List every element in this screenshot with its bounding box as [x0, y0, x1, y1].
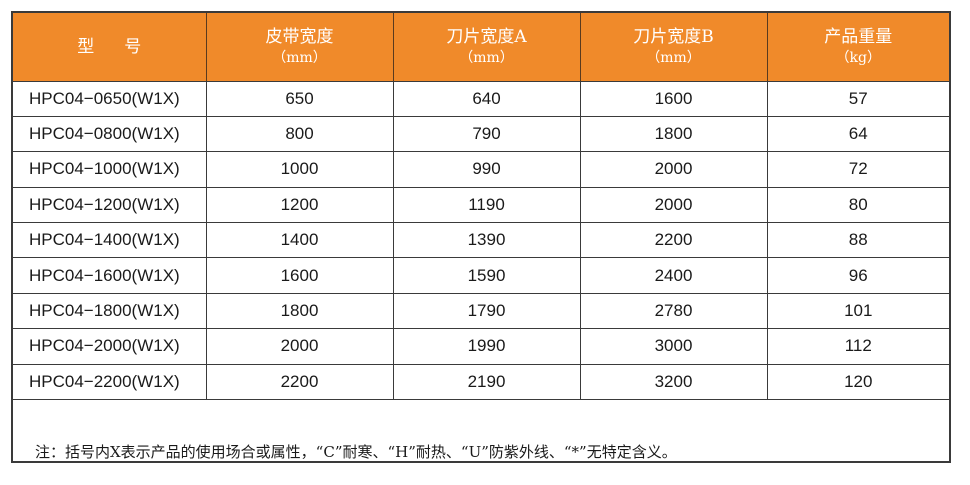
table-row: HPC04−0650(W1X) 650 640 1600 57: [13, 81, 949, 117]
table-row: HPC04−1200(W1X) 1200 1190 2000 80: [13, 187, 949, 224]
belt-width-cell: 1200: [206, 187, 394, 224]
table-body: HPC04−0650(W1X) 650 640 1600 57 HPC04−08…: [13, 81, 949, 401]
table-row: HPC04−1600(W1X) 1600 1590 2400 96: [13, 257, 949, 294]
table-row: HPC04−1000(W1X) 1000 990 2000 72: [13, 151, 949, 188]
table-row: HPC04−2200(W1X) 2200 2190 3200 120: [13, 364, 949, 401]
blade-width-b-cell: 3200: [580, 364, 768, 401]
model-cell: HPC04−2000(W1X): [13, 328, 207, 365]
model-cell: HPC04−1600(W1X): [13, 257, 207, 294]
belt-width-cell: 2000: [206, 328, 394, 365]
header-product-weight: 产品重量 （kg）: [767, 13, 949, 82]
blade-width-b-cell: 2000: [580, 151, 768, 188]
belt-width-cell: 800: [206, 116, 394, 153]
table-row: HPC04−1800(W1X) 1800 1790 2780 101: [13, 293, 949, 330]
header-unit: （mm）: [459, 49, 514, 66]
spec-table: 型号 皮带宽度 （mm） 刀片宽度A （mm） 刀片宽度B （mm） 产品重量 …: [13, 13, 949, 401]
spec-table-frame: 型号 皮带宽度 （mm） 刀片宽度A （mm） 刀片宽度B （mm） 产品重量 …: [11, 11, 951, 463]
header-blade-width-a: 刀片宽度A （mm）: [393, 13, 581, 82]
weight-cell: 96: [767, 257, 949, 294]
header-label: 型号: [77, 36, 172, 57]
weight-cell: 88: [767, 222, 949, 259]
header-belt-width: 皮带宽度 （mm）: [206, 13, 394, 82]
model-cell: HPC04−2200(W1X): [13, 364, 207, 401]
table-header: 型号 皮带宽度 （mm） 刀片宽度A （mm） 刀片宽度B （mm） 产品重量 …: [13, 13, 949, 82]
blade-width-b-cell: 1600: [580, 81, 768, 117]
weight-cell: 101: [767, 293, 949, 330]
header-model: 型号: [13, 13, 207, 82]
blade-width-a-cell: 1990: [393, 328, 581, 365]
blade-width-a-cell: 640: [393, 81, 581, 117]
header-label: 产品重量: [824, 27, 893, 48]
blade-width-a-cell: 990: [393, 151, 581, 188]
blade-width-b-cell: 2000: [580, 187, 768, 224]
weight-cell: 80: [767, 187, 949, 224]
weight-cell: 72: [767, 151, 949, 188]
belt-width-cell: 1800: [206, 293, 394, 330]
belt-width-cell: 1400: [206, 222, 394, 259]
weight-cell: 64: [767, 116, 949, 153]
blade-width-b-cell: 3000: [580, 328, 768, 365]
blade-width-b-cell: 2400: [580, 257, 768, 294]
blade-width-a-cell: 1590: [393, 257, 581, 294]
model-cell: HPC04−1200(W1X): [13, 187, 207, 224]
weight-cell: 120: [767, 364, 949, 401]
model-cell: HPC04−0650(W1X): [13, 81, 207, 117]
model-cell: HPC04−0800(W1X): [13, 116, 207, 153]
blade-width-a-cell: 1390: [393, 222, 581, 259]
blade-width-b-cell: 1800: [580, 116, 768, 153]
model-cell: HPC04−1000(W1X): [13, 151, 207, 188]
belt-width-cell: 2200: [206, 364, 394, 401]
table-row: HPC04−1400(W1X) 1400 1390 2200 88: [13, 222, 949, 259]
weight-cell: 112: [767, 328, 949, 365]
header-row: 型号 皮带宽度 （mm） 刀片宽度A （mm） 刀片宽度B （mm） 产品重量 …: [13, 13, 949, 82]
table-row: HPC04−0800(W1X) 800 790 1800 64: [13, 116, 949, 153]
belt-width-cell: 650: [206, 81, 394, 117]
header-unit: （mm）: [272, 49, 327, 66]
model-cell: HPC04−1800(W1X): [13, 293, 207, 330]
blade-width-b-cell: 2780: [580, 293, 768, 330]
table-row: HPC04−2000(W1X) 2000 1990 3000 112: [13, 328, 949, 365]
belt-width-cell: 1600: [206, 257, 394, 294]
blade-width-a-cell: 1790: [393, 293, 581, 330]
blade-width-a-cell: 1190: [393, 187, 581, 224]
header-label: 刀片宽度B: [633, 27, 714, 48]
blade-width-b-cell: 2200: [580, 222, 768, 259]
header-unit: （kg）: [835, 49, 881, 66]
blade-width-a-cell: 790: [393, 116, 581, 153]
header-unit: （mm）: [646, 49, 701, 66]
belt-width-cell: 1000: [206, 151, 394, 188]
header-blade-width-b: 刀片宽度B （mm）: [580, 13, 768, 82]
model-cell: HPC04−1400(W1X): [13, 222, 207, 259]
footnote: 注：括号内X表示产品的使用场合或属性，“C”耐寒、“H”耐热、“U”防紫外线、“…: [35, 443, 677, 461]
header-label: 皮带宽度: [265, 27, 334, 48]
header-label: 刀片宽度A: [446, 27, 527, 48]
weight-cell: 57: [767, 81, 949, 117]
blade-width-a-cell: 2190: [393, 364, 581, 401]
